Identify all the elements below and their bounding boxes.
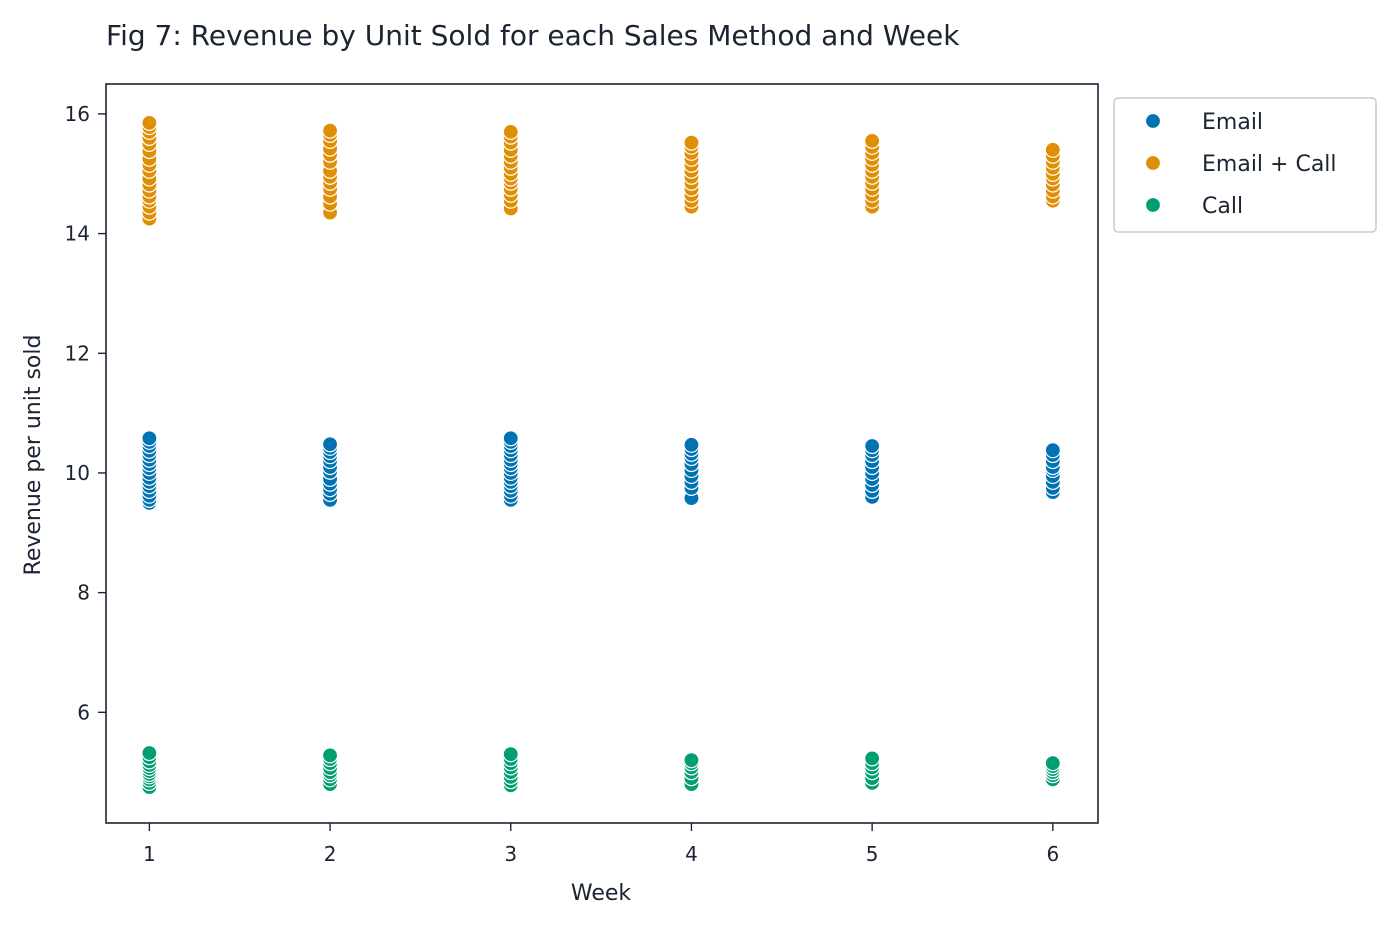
data-point [321, 747, 339, 764]
data-point [502, 746, 519, 763]
data-point [683, 436, 700, 453]
series-email [141, 430, 1061, 511]
x-axis: 1 2 3 4 5 6 [143, 823, 1059, 866]
chart-title: Fig 7: Revenue by Unit Sold for each Sal… [106, 19, 960, 52]
plot-area [105, 83, 1099, 824]
x-tick-label: 6 [1046, 842, 1059, 866]
x-tick-label: 1 [143, 842, 156, 866]
legend-box [1113, 97, 1377, 233]
data-point [864, 132, 881, 149]
y-tick-label: 10 [65, 461, 90, 485]
legend-marker [1144, 112, 1162, 130]
data-point [321, 436, 339, 453]
legend-label: Email [1202, 110, 1263, 135]
data-point [1044, 755, 1061, 772]
legend-label: Email + Call [1202, 152, 1337, 177]
y-axis-label: Revenue per unit sold [21, 335, 46, 576]
data-point [683, 134, 700, 151]
data-point [141, 430, 158, 447]
data-point [683, 752, 700, 769]
data-point [1044, 141, 1061, 158]
y-tick-label: 12 [65, 341, 90, 365]
y-tick-label: 6 [77, 700, 90, 724]
x-tick-label: 5 [866, 842, 879, 866]
legend-marker [1144, 154, 1162, 172]
data-point [141, 744, 158, 762]
x-tick-label: 3 [504, 842, 517, 866]
series-call [141, 744, 1061, 796]
plot-frame [105, 83, 1099, 824]
data-point [1044, 442, 1061, 459]
y-tick-label: 14 [65, 222, 90, 246]
x-tick-label: 2 [324, 842, 337, 866]
data-point [864, 750, 881, 767]
y-tick-label: 16 [65, 102, 90, 126]
data-point [321, 122, 339, 139]
data-point [502, 123, 519, 140]
x-tick-label: 4 [685, 842, 698, 866]
series-email-call [141, 114, 1061, 227]
x-axis-label: Week [571, 881, 632, 906]
data-point [864, 437, 881, 455]
data-point [502, 430, 519, 447]
y-axis: 6 8 10 12 14 16 [65, 102, 106, 724]
legend: Email Email + Call Call [1113, 97, 1377, 233]
data-point [141, 114, 158, 131]
legend-marker [1144, 196, 1162, 214]
legend-label: Call [1202, 194, 1243, 219]
y-tick-label: 8 [77, 581, 90, 605]
